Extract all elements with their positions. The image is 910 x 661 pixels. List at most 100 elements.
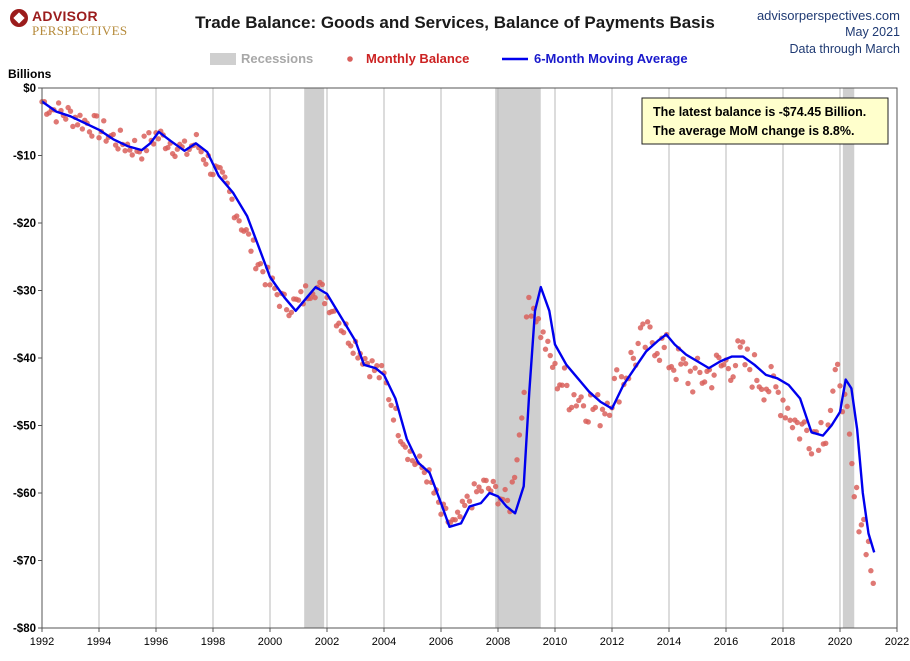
- monthly-point: [747, 366, 753, 373]
- monthly-point: [538, 334, 544, 341]
- monthly-point: [687, 368, 694, 374]
- monthly-point: [267, 282, 273, 288]
- monthly-point: [640, 321, 646, 327]
- monthly-point: [131, 137, 138, 144]
- monthly-point: [143, 147, 150, 154]
- monthly-point: [63, 116, 69, 122]
- monthly-point: [597, 422, 603, 429]
- x-tick-label: 1996: [144, 636, 168, 648]
- legend-recession-swatch: [210, 53, 236, 65]
- monthly-point: [635, 340, 641, 347]
- monthly-point: [818, 419, 824, 426]
- monthly-point: [815, 447, 822, 454]
- monthly-point: [552, 360, 558, 367]
- monthly-point: [789, 424, 796, 431]
- monthly-point: [827, 407, 834, 414]
- monthly-point: [288, 309, 295, 316]
- monthly-point: [861, 516, 867, 523]
- monthly-point: [739, 339, 746, 345]
- y-tick-label: -$50: [13, 421, 36, 433]
- y-axis-label: Billions: [8, 67, 52, 81]
- monthly-point: [217, 165, 223, 171]
- monthly-point: [243, 227, 249, 233]
- monthly-point: [459, 498, 466, 505]
- x-tick-label: 2012: [600, 636, 624, 648]
- annotation-box: The latest balance is -$74.45 Billion. T…: [641, 97, 889, 145]
- monthly-point: [312, 294, 318, 301]
- monthly-point: [454, 509, 461, 515]
- monthly-point: [777, 412, 784, 419]
- monthly-point: [678, 361, 684, 367]
- monthly-point: [580, 403, 587, 409]
- monthly-point: [378, 362, 385, 369]
- plot-frame: [41, 87, 898, 629]
- monthly-point: [416, 453, 423, 459]
- monthly-point: [868, 568, 874, 574]
- monthly-point: [773, 384, 779, 390]
- chart-title: Trade Balance: Goods and Services, Balan…: [195, 13, 715, 32]
- monthly-point: [870, 580, 876, 586]
- y-tick-label: -$80: [13, 623, 36, 635]
- monthly-point: [181, 138, 188, 144]
- monthly-point: [388, 402, 394, 408]
- monthly-point: [172, 153, 178, 160]
- monthly-point: [336, 320, 342, 326]
- monthly-point: [787, 417, 793, 423]
- monthly-point: [830, 388, 836, 394]
- source-block: advisorperspectives.com May 2021 Data th…: [757, 7, 900, 58]
- monthly-point: [844, 403, 850, 410]
- source-site: advisorperspectives.com: [756, 8, 900, 23]
- monthly-point: [628, 349, 634, 356]
- monthly-point: [79, 126, 86, 132]
- monthly-point: [794, 419, 800, 426]
- monthly-point: [804, 427, 810, 434]
- monthly-point: [350, 350, 356, 356]
- monthly-point: [834, 361, 841, 368]
- monthly-point: [55, 100, 62, 106]
- monthly-point: [796, 436, 803, 442]
- monthly-point: [535, 316, 542, 322]
- monthly-point: [219, 169, 226, 175]
- monthly-point: [559, 382, 565, 388]
- monthly-point: [495, 501, 501, 507]
- monthly-point: [476, 484, 482, 490]
- monthly-point: [542, 346, 549, 352]
- monthly-point: [307, 295, 314, 302]
- monthly-point: [502, 486, 508, 493]
- monthly-point: [856, 529, 862, 535]
- monthly-point: [89, 133, 95, 139]
- monthly-point: [504, 497, 511, 504]
- logo-line2: PERSPECTIVES: [32, 23, 128, 38]
- monthly-point: [599, 406, 606, 413]
- monthly-point: [614, 367, 620, 373]
- monthly-point: [129, 152, 135, 158]
- monthly-point: [540, 329, 546, 335]
- monthly-point: [348, 343, 354, 349]
- y-tick-label: -$30: [13, 286, 36, 298]
- monthly-point: [464, 493, 470, 499]
- monthly-point: [682, 360, 689, 367]
- x-tick-label: 2020: [828, 636, 852, 648]
- monthly-point: [203, 161, 209, 167]
- x-tick-label: 2016: [714, 636, 738, 648]
- monthly-point: [578, 394, 584, 400]
- x-tick-label: 2010: [543, 636, 567, 648]
- monthly-point: [849, 460, 855, 467]
- monthly-point: [492, 483, 499, 490]
- monthly-point: [376, 374, 382, 381]
- monthly-point: [483, 477, 489, 484]
- x-tick-label: 1992: [30, 636, 54, 648]
- monthly-point: [735, 338, 741, 344]
- monthly-point: [70, 123, 76, 130]
- monthly-point: [749, 384, 755, 390]
- monthly-point: [77, 112, 83, 119]
- monthly-point: [386, 396, 392, 403]
- monthly-point: [53, 119, 59, 125]
- monthly-point: [697, 369, 703, 376]
- monthly-point: [737, 344, 743, 350]
- monthly-point: [568, 404, 575, 411]
- monthly-point: [86, 129, 93, 135]
- monthly-point: [780, 397, 786, 403]
- monthly-point: [585, 419, 591, 425]
- monthly-point: [402, 444, 409, 450]
